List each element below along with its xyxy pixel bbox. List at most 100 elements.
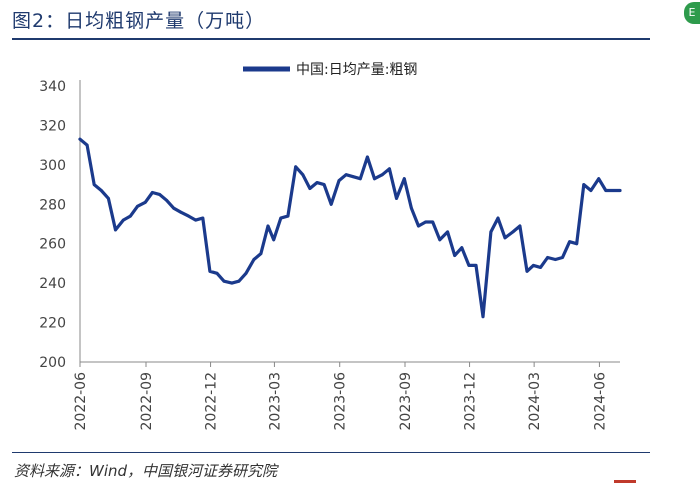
data-point — [611, 189, 615, 192]
data-point — [329, 202, 333, 206]
data-point — [308, 187, 312, 190]
data-point — [575, 242, 579, 246]
data-point — [366, 155, 369, 159]
x-tick-label: 2023-06 — [333, 372, 349, 431]
data-point — [358, 177, 362, 181]
data-point — [78, 137, 82, 141]
data-point — [136, 204, 139, 208]
data-point — [230, 281, 234, 285]
x-tick-label: 2024-03 — [527, 372, 543, 431]
data-point — [172, 206, 176, 210]
legend-label: 中国:日均产量:粗钢 — [296, 62, 417, 78]
y-tick-label: 260 — [39, 237, 66, 253]
footer-divider — [12, 452, 650, 453]
data-point — [373, 177, 376, 181]
data-point — [121, 218, 125, 222]
x-tick-label: 2024-06 — [592, 372, 608, 431]
data-point — [259, 252, 263, 256]
y-tick-label: 200 — [39, 355, 66, 371]
data-point — [380, 173, 384, 177]
data-point — [424, 220, 427, 224]
data-point — [151, 191, 154, 194]
figure-title: 图2：日均粗钢产量（万吨） — [12, 10, 266, 32]
data-point — [453, 254, 457, 257]
x-tick-label: 2023-03 — [267, 372, 283, 431]
data-point — [417, 224, 420, 228]
data-point — [410, 206, 413, 210]
series-line — [78, 137, 622, 319]
data-point — [604, 189, 608, 192]
data-point — [395, 197, 398, 200]
data-point — [107, 197, 110, 200]
data-point — [129, 214, 132, 218]
data-point — [503, 236, 507, 240]
data-point — [143, 200, 147, 204]
data-point — [322, 183, 326, 187]
source-note: 资料来源：Wind，中国银河证券研究院 — [14, 462, 278, 480]
data-point — [351, 175, 355, 179]
chart-legend: 中国:日均产量:粗钢 — [243, 62, 417, 78]
data-point — [279, 216, 283, 220]
corner-badge[interactable]: E — [684, 2, 700, 24]
data-point — [460, 246, 464, 250]
data-point — [201, 216, 205, 220]
data-point — [92, 183, 96, 187]
series-layer — [78, 137, 622, 319]
data-point — [85, 143, 89, 147]
data-point — [446, 230, 449, 234]
data-point — [589, 189, 593, 192]
data-point — [237, 279, 241, 283]
data-point — [344, 173, 348, 177]
chart-axes — [79, 80, 620, 367]
chart: 中国:日均产量:粗钢 200 220 240 260 280 300 320 340 2022… — [39, 62, 622, 431]
data-point — [244, 271, 248, 275]
data-point — [294, 165, 298, 169]
data-point — [597, 177, 601, 181]
data-point — [266, 224, 270, 228]
data-point — [546, 256, 549, 259]
y-tick-label: 240 — [39, 276, 66, 292]
x-tick-label: 2022-12 — [204, 372, 220, 431]
x-tick-label: 2023-09 — [398, 372, 414, 431]
y-tick-label: 300 — [39, 158, 66, 174]
data-point — [525, 269, 529, 273]
data-point — [511, 230, 515, 234]
y-tick-label: 280 — [39, 197, 66, 213]
data-point — [402, 177, 406, 181]
data-point — [568, 240, 571, 244]
data-point — [337, 179, 341, 183]
y-tick-label: 320 — [39, 118, 66, 134]
data-point — [467, 264, 471, 267]
data-point — [215, 271, 219, 275]
y-tick-label: 220 — [39, 316, 66, 332]
data-point — [481, 315, 485, 319]
data-point — [252, 258, 256, 261]
x-tick-label: 2023-12 — [463, 372, 479, 431]
title-divider — [12, 38, 650, 40]
data-point — [518, 224, 522, 228]
data-point — [286, 214, 290, 218]
data-point — [301, 173, 305, 177]
data-point — [474, 264, 478, 267]
x-tick-label: 2022-09 — [139, 372, 155, 431]
data-point — [496, 216, 500, 220]
data-point — [208, 269, 212, 273]
data-point — [618, 189, 622, 192]
data-point — [272, 238, 276, 242]
data-point — [187, 214, 191, 218]
data-point — [489, 230, 493, 234]
data-point — [114, 228, 117, 232]
data-point — [561, 256, 564, 259]
footer-accent — [614, 480, 636, 483]
data-point — [532, 264, 535, 267]
data-point — [158, 193, 161, 196]
data-point — [99, 189, 103, 192]
data-point — [315, 181, 319, 185]
y-tick-label: 340 — [39, 79, 66, 95]
data-point — [438, 238, 442, 242]
x-axis-tick-labels: 2022-06 2022-09 2022-12 2023-03 2023-06 2023-… — [73, 372, 608, 431]
data-point — [179, 210, 183, 214]
data-point — [554, 258, 557, 261]
y-axis-tick-labels: 200 220 240 260 280 300 320 340 — [39, 79, 66, 371]
x-tick-label: 2022-06 — [73, 372, 89, 431]
